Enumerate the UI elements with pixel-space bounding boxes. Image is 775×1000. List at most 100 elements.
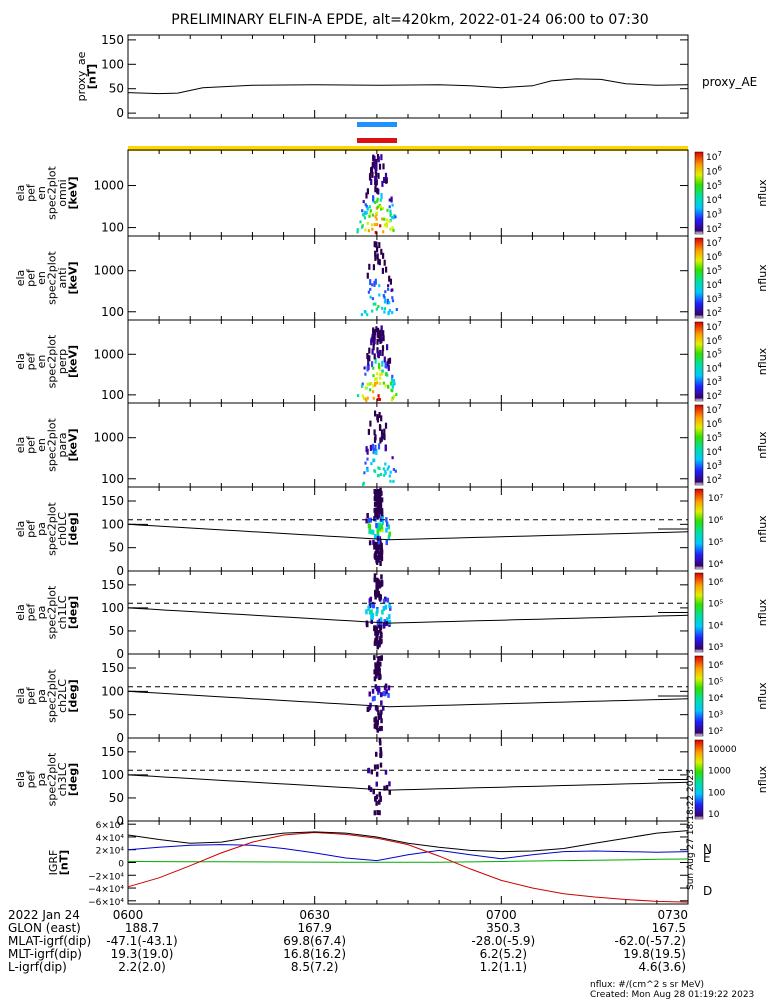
- spectrogram-cell: [369, 420, 372, 427]
- pa-cell: [381, 519, 384, 525]
- pa-cell: [366, 707, 370, 712]
- y-tick-label: 6×10⁴: [96, 821, 125, 831]
- y-tick-label: 50: [109, 624, 124, 638]
- spectrogram-cell: [389, 209, 392, 213]
- footer-row-value: 350.3: [486, 921, 520, 935]
- pa-cell: [379, 635, 382, 641]
- colorbar-strip: [694, 151, 704, 235]
- pa-cell: [380, 692, 383, 698]
- spectrogram-cell: [373, 353, 376, 360]
- pa-cell: [376, 489, 379, 495]
- colorbar-tick-label: 10⁵: [708, 600, 723, 610]
- spectrogram-cell: [378, 259, 381, 266]
- spectrogram-cell: [382, 294, 385, 297]
- pa-cell: [376, 608, 379, 614]
- spectrogram-cell: [365, 446, 368, 453]
- loss-cone-line: [127, 690, 689, 708]
- colorbar-tick-label: 103: [706, 375, 722, 388]
- pa-cell: [379, 628, 382, 634]
- pa-cell: [386, 597, 390, 603]
- pa-cell: [378, 642, 381, 648]
- spectrogram-cell: [378, 163, 382, 170]
- ylabel-en_omni-line: pef: [24, 183, 37, 202]
- spectrogram-cell: [368, 263, 371, 270]
- spectrogram-cell: [366, 313, 369, 317]
- spectrogram-cell: [391, 296, 394, 300]
- spectrogram-cell: [360, 313, 363, 317]
- spectrogram-cell: [375, 377, 378, 381]
- footer-row-value: 1.2(1.1): [480, 960, 528, 974]
- spectrogram-cell: [380, 248, 383, 255]
- pa-cell: [365, 518, 368, 524]
- colorbar-pa_ch1LC: 10⁶ 10⁵ 10⁴ 10³ nflux: [694, 572, 769, 653]
- spectrogram-cell: [369, 279, 372, 286]
- spectrogram-cell: [386, 298, 389, 302]
- spectrogram-cell: [375, 171, 378, 178]
- spectrogram-cell: [387, 287, 390, 291]
- spectrogram-cell: [370, 462, 373, 466]
- pa-cell: [379, 714, 382, 719]
- colorbar-label: nflux: [756, 431, 769, 459]
- ylabel-en_para-line: pef: [24, 435, 37, 454]
- colorbar-strip: [694, 404, 704, 486]
- ylabel-en_omni-line: ela: [14, 185, 27, 202]
- spectrogram-cell: [369, 287, 372, 291]
- spectrogram-cell: [371, 283, 374, 287]
- colorbar-strip: [694, 321, 704, 402]
- pa-cell: [384, 604, 388, 610]
- footer-row-value: 4.6(3.6): [638, 960, 686, 974]
- colorbar-tick-label: 102: [706, 222, 722, 235]
- spectrogram-cell: [392, 468, 395, 471]
- ylabel-en_para-line: ela: [14, 437, 27, 454]
- spectrogram-cell: [372, 155, 375, 162]
- footer-created: Created: Mon Aug 28 01:19:22 2023: [590, 990, 754, 1000]
- y-tick-label: 150: [101, 661, 124, 675]
- colorbar-tick-label: 10⁴: [708, 694, 723, 704]
- footer-row-value: 19.3(19.0): [111, 947, 174, 961]
- footer-row-value: 19.8(19.5): [623, 947, 686, 961]
- panel-en_perp: 1000100elapefenspec2plotperp[keV]1071061…: [14, 319, 769, 404]
- spectrogram-cell: [374, 201, 377, 204]
- status-bar-blue: [357, 122, 397, 127]
- pa-cell: [373, 507, 376, 513]
- spectrogram-cell: [381, 207, 384, 211]
- colorbar-tick-label: 106: [706, 164, 722, 177]
- spectrogram-cell: [366, 396, 369, 400]
- pa-cell: [374, 592, 378, 598]
- spectrogram-cell: [379, 198, 382, 202]
- pa-cell: [379, 762, 383, 768]
- ylabel-pa_ch1LC-line: pef: [24, 603, 37, 622]
- panel-frame: [127, 235, 689, 321]
- spectrogram-cell: [369, 295, 372, 299]
- spectrogram-cell: [374, 357, 377, 364]
- spectrogram-cell: [371, 297, 374, 301]
- ylabel-en_para-line: en: [35, 438, 48, 452]
- spectrogram-cell: [376, 197, 379, 201]
- spectrogram-cell: [375, 217, 378, 221]
- spectrogram-cell: [372, 195, 375, 202]
- spectrogram-cell: [383, 217, 386, 221]
- spectrogram-cell: [378, 242, 381, 249]
- spectrogram-cell: [372, 448, 375, 455]
- spectrogram-cell: [363, 471, 366, 475]
- pa-cell: [380, 709, 383, 715]
- spectrogram-cell: [395, 393, 398, 397]
- colorbar-tick-label: 10²: [708, 727, 723, 737]
- spectrogram-cell: [375, 241, 378, 248]
- ylabel-en_anti-line: pef: [24, 268, 37, 287]
- spectrogram-cell: [375, 211, 378, 215]
- ylabel-pa_ch2LC-line: [deg]: [66, 679, 79, 712]
- ylabel-en_perp-line: ela: [14, 353, 27, 370]
- footer-row-value: -28.0(-5.9): [471, 934, 535, 948]
- spectrogram-cell: [373, 451, 376, 455]
- spectrogram-cell: [382, 335, 385, 342]
- panel-proxy-ae: 150 100 50 0 proxy_AE proxy_ae[nT]: [75, 33, 758, 120]
- spectrogram-cell: [377, 156, 380, 163]
- pa-cell: [388, 531, 391, 537]
- pa-cell: [373, 676, 377, 682]
- spectrogram-cell: [391, 374, 394, 378]
- spectrogram-cell: [379, 224, 382, 228]
